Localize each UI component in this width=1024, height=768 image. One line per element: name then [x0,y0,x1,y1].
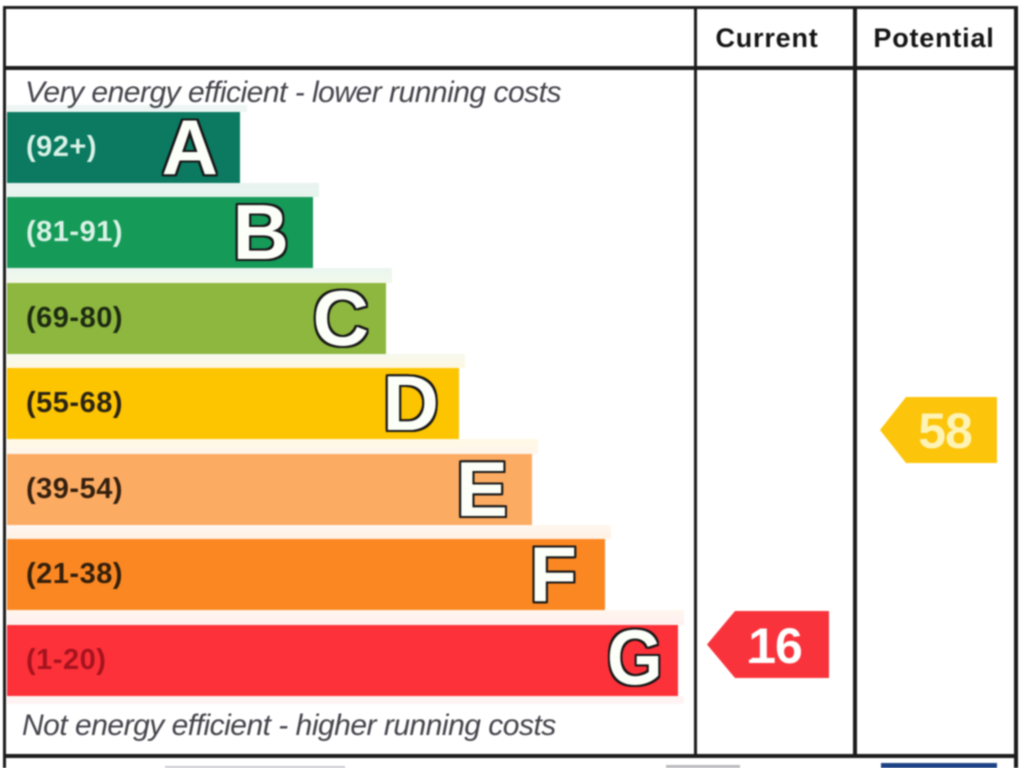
svg-text:16: 16 [748,618,802,674]
svg-text:58: 58 [918,403,972,459]
